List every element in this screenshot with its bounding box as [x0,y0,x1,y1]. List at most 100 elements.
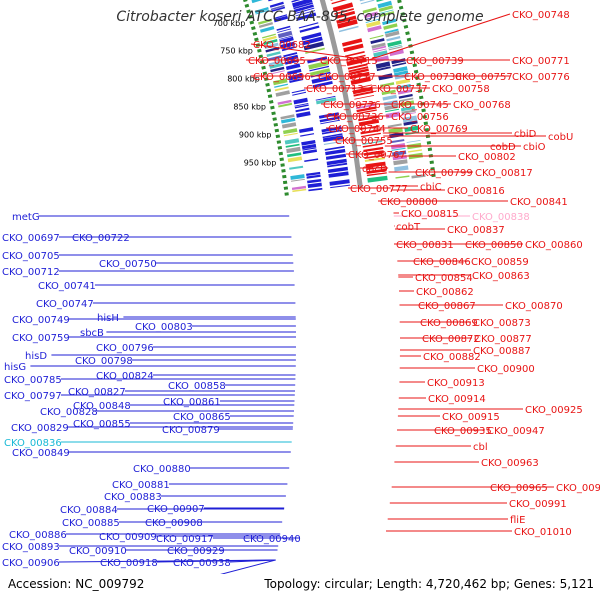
feature-block[interactable] [294,103,309,107]
gene-label[interactable]: CKO_00885 [62,518,120,529]
gene-label[interactable]: CKO_00797 [4,391,62,402]
gene-label[interactable]: CKO_00862 [416,287,474,298]
feature-block[interactable] [382,18,397,26]
feature-block[interactable] [262,33,276,39]
feature-block[interactable] [331,0,352,5]
feature-block[interactable] [287,152,302,158]
gene-label[interactable]: CKO_00909 [99,532,157,543]
feature-block[interactable] [258,22,273,28]
gene-label[interactable]: CKO_00748 [512,10,570,21]
feature-block[interactable] [294,104,309,109]
feature-block[interactable] [315,95,336,101]
gene-label[interactable]: CKO_00800 [380,197,438,208]
feature-block[interactable] [361,132,381,138]
gene-label[interactable]: CKO_00747 [36,299,94,310]
feature-block[interactable] [327,162,348,168]
gene-label[interactable]: CKO_01010 [514,527,572,538]
feature-block[interactable] [302,147,317,151]
feature-block[interactable] [276,25,291,31]
feature-block[interactable] [395,175,410,179]
gene-label[interactable]: CKO_00799 [415,168,473,179]
feature-block[interactable] [330,0,350,1]
feature-block[interactable] [262,35,277,42]
feature-block[interactable] [260,26,275,33]
feature-block[interactable] [378,73,393,81]
gene-label[interactable]: CKO_00893 [2,542,60,553]
feature-block[interactable] [308,187,323,192]
gene-label[interactable]: CKO_00705 [2,251,60,262]
feature-block[interactable] [306,174,321,179]
feature-block[interactable] [285,63,301,71]
feature-block[interactable] [264,42,279,49]
feature-block[interactable] [356,103,376,110]
feature-block[interactable] [335,10,356,19]
gene-label[interactable]: hisG [4,362,26,373]
feature-block[interactable] [311,75,332,84]
gene-label[interactable]: CKO_00838 [472,212,530,223]
gene-label[interactable]: CKO_00855 [73,419,131,430]
feature-block[interactable] [258,18,273,25]
gene-label[interactable]: CKO_00869 [420,318,478,329]
feature-block[interactable] [298,22,319,29]
feature-block[interactable] [384,104,399,111]
feature-block[interactable] [301,140,316,146]
gene-label[interactable]: CKO_00906 [2,558,60,569]
feature-block[interactable] [281,117,296,124]
feature-block[interactable] [358,115,379,122]
feature-block[interactable] [380,82,395,88]
gene-label[interactable]: CKO_00744 [328,124,386,135]
feature-block[interactable] [309,68,331,76]
feature-block[interactable] [332,2,354,13]
feature-block[interactable] [406,140,421,143]
feature-block[interactable] [291,0,311,3]
gene-label[interactable]: CKO_00965 [490,483,548,494]
gene-label[interactable]: CKO_00883 [104,492,162,503]
feature-block[interactable] [293,2,313,10]
gene-label[interactable]: CKO_00963 [481,458,539,469]
feature-block[interactable] [301,143,317,150]
feature-block[interactable] [350,76,371,85]
feature-block[interactable] [320,119,341,125]
feature-block[interactable] [325,148,346,156]
feature-block[interactable] [302,149,317,155]
gene-label[interactable]: CKO_00860 [525,240,583,251]
gene-label[interactable]: CKO_00908 [145,518,203,529]
feature-block[interactable] [375,61,391,69]
gene-label[interactable]: CKO_00881 [112,480,170,491]
feature-block[interactable] [349,71,370,80]
gene-label[interactable]: CKO_00910 [69,546,127,557]
feature-block[interactable] [407,149,422,153]
feature-block[interactable] [369,34,384,40]
feature-block[interactable] [394,73,409,80]
feature-block[interactable] [385,30,400,38]
feature-block[interactable] [273,14,288,20]
feature-block[interactable] [380,11,395,17]
gene-label[interactable]: CKO_00827 [68,387,126,398]
gene-label[interactable]: CKO_00925 [525,405,583,416]
feature-block[interactable] [265,46,280,53]
feature-block[interactable] [385,108,400,113]
feature-block[interactable] [353,90,374,97]
feature-block[interactable] [319,116,340,123]
feature-block[interactable] [360,129,381,135]
feature-block[interactable] [293,97,308,105]
feature-block[interactable] [370,38,385,44]
feature-block[interactable] [303,41,325,51]
gene-label[interactable]: CKO_00991 [509,499,567,510]
feature-block[interactable] [365,161,386,168]
gene-label[interactable]: CKO_00695 [248,56,306,67]
feature-block[interactable] [354,95,375,100]
gene-label[interactable]: CKO_00758 [432,84,490,95]
feature-block[interactable] [251,0,266,4]
gene-label[interactable]: CKO_00829 [11,423,69,434]
feature-block[interactable] [371,42,386,49]
feature-block[interactable] [309,65,330,72]
feature-block[interactable] [312,81,333,88]
gene-label[interactable]: CKO_00854 [415,273,473,284]
gene-label[interactable]: metG [12,212,40,223]
feature-block[interactable] [254,7,269,14]
gene-label[interactable]: CKO_00918 [100,558,158,569]
gene-label[interactable]: hisH [97,313,119,324]
feature-block[interactable] [283,52,298,58]
feature-block[interactable] [280,114,295,120]
